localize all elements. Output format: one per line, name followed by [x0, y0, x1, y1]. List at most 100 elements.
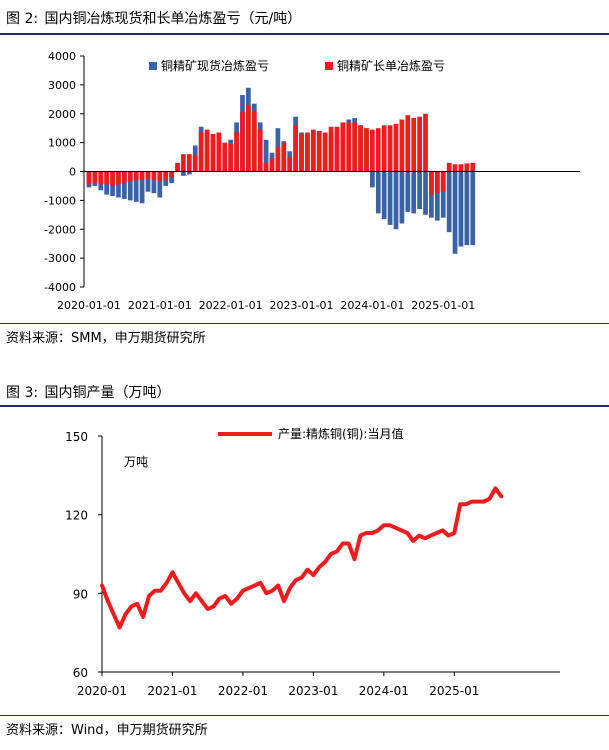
- bar-spot: [417, 171, 422, 210]
- bar-long: [434, 171, 440, 194]
- figure-3-title-text: 国内铜产量（万吨）: [44, 385, 171, 401]
- figure-2-number: 图 2:: [6, 11, 39, 27]
- figure-3-number: 图 3:: [6, 385, 39, 401]
- bar-long: [310, 129, 316, 172]
- legend-swatch-1: [325, 62, 333, 70]
- x-tick-label: 2020-01-01: [57, 299, 121, 312]
- bar-long: [98, 171, 104, 185]
- figure-2-source: 资料来源：SMM，申万期货研究所: [6, 331, 206, 346]
- bar-long: [440, 171, 446, 192]
- bar-long: [470, 162, 476, 172]
- y-tick-label: 90: [73, 587, 88, 601]
- y-tick-label: -2000: [44, 223, 76, 236]
- bar-long: [322, 132, 328, 172]
- bar-spot: [381, 171, 387, 220]
- bar-long: [204, 129, 210, 172]
- bar-long: [145, 171, 151, 179]
- bar-spot: [434, 171, 440, 221]
- bar-spot: [440, 171, 446, 218]
- bar-long: [429, 171, 434, 195]
- bar-long: [240, 112, 245, 172]
- bar-long: [417, 116, 422, 172]
- bar-spot: [452, 171, 458, 254]
- bar-spot: [370, 171, 375, 188]
- bar-long: [452, 164, 458, 172]
- legend-label-1: 铜精矿长单冶炼盈亏: [337, 58, 445, 73]
- x-tick-label: 2024-01: [359, 684, 409, 698]
- figure-2-title: 图 2: 国内铜冶炼现货和长单冶炼盈亏（元/吨）: [6, 10, 303, 28]
- figure-3-source: 资料来源：Wind，申万期货研究所: [6, 723, 208, 738]
- bar-long: [358, 125, 363, 172]
- bar-spot: [127, 171, 133, 201]
- bar-long: [110, 171, 115, 186]
- bar-long: [464, 163, 470, 172]
- figure-3-top-rule: [0, 405, 609, 407]
- y-tick-label: 2000: [48, 108, 76, 121]
- y-axis-unit: 万吨: [124, 455, 148, 469]
- x-tick-label: 2022-01-01: [199, 299, 263, 312]
- x-tick-label: 2025-01: [429, 684, 479, 698]
- bar-long: [370, 129, 375, 172]
- bar-spot: [263, 139, 269, 172]
- bar-long: [458, 164, 464, 172]
- bar-long: [151, 171, 157, 181]
- legend-label-0: 铜精矿现货冶炼盈亏: [161, 58, 269, 73]
- series-line: [100, 486, 504, 630]
- y-tick-label: -1000: [44, 194, 76, 207]
- bar-spot: [157, 171, 163, 198]
- bar-long: [399, 119, 405, 172]
- bar-long: [411, 118, 417, 172]
- bar-long: [387, 125, 393, 172]
- x-tick-label: 2021-01-01: [128, 299, 192, 312]
- y-tick-label: 3000: [48, 79, 76, 92]
- bar-long: [175, 162, 180, 172]
- chart-copper-output: 60 90 120 150 2020-01 2021-01 2022-01 2023-01 20…: [65, 426, 560, 698]
- bar-long: [222, 142, 228, 172]
- y-tick-label: 120: [65, 509, 88, 523]
- bar-long: [393, 123, 399, 172]
- bar-long: [269, 158, 275, 172]
- bar-long: [299, 133, 304, 172]
- bar-long: [216, 132, 222, 172]
- x-tick-label: 2025-01-01: [411, 299, 475, 312]
- chart-smelting-profit: -4000 -3000 -2000 -1000 0 1000 2000 3000 4000 202…: [44, 50, 580, 312]
- legend-label: 产量:精炼铜(铜):当月值: [278, 426, 403, 441]
- bar-spot: [470, 171, 476, 246]
- bar-long: [352, 122, 358, 172]
- x-tick-label: 2021-01: [147, 684, 197, 698]
- bar-long: [234, 132, 239, 172]
- figure-3-title: 图 3: 国内铜产量（万吨）: [6, 384, 173, 402]
- bar-spot: [393, 171, 399, 230]
- bar-long: [116, 171, 121, 185]
- bar-spot: [423, 171, 428, 215]
- bar-spot: [145, 171, 151, 192]
- bar-spot: [139, 171, 145, 204]
- bar-spot: [151, 171, 157, 194]
- bar-long: [198, 132, 204, 172]
- bar-spot: [399, 171, 405, 224]
- x-tick-label: 2023-01: [288, 684, 338, 698]
- figure-2-bottom-rule: [0, 323, 609, 324]
- bar-spot: [186, 171, 192, 175]
- bar-long: [181, 154, 186, 172]
- bar-long: [228, 144, 234, 172]
- bar-long: [316, 131, 322, 172]
- bar-long: [293, 125, 298, 172]
- y-tick-label: -3000: [44, 252, 76, 265]
- bar-long: [375, 128, 381, 172]
- bar-long: [340, 122, 346, 172]
- bar-long: [86, 171, 92, 185]
- bar-long: [423, 113, 428, 172]
- bar-long: [157, 171, 163, 182]
- bar-spot: [458, 171, 464, 247]
- bar-long: [405, 115, 411, 172]
- bar-spot: [133, 171, 139, 202]
- figure-2-top-rule: [0, 33, 609, 35]
- bar-spot: [411, 171, 417, 214]
- bar-long: [139, 171, 145, 181]
- y-tick-label: 1000: [48, 137, 76, 150]
- bar-spot: [387, 171, 393, 225]
- bar-spot: [405, 171, 411, 212]
- bar-long: [104, 171, 110, 185]
- bar-long: [92, 171, 98, 184]
